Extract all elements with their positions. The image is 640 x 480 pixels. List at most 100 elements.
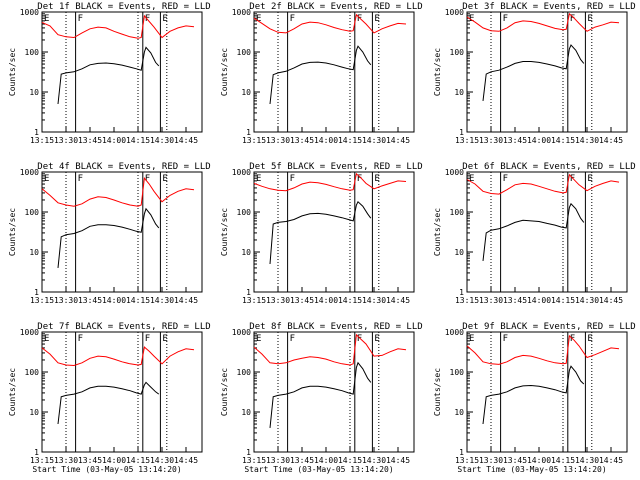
y-axis-label: Counts/sec bbox=[433, 208, 442, 256]
panel-6: Det 6f BLACK = Events, RED = LLD 1 10 100 10… bbox=[433, 162, 636, 305]
marker-label: E bbox=[256, 14, 261, 24]
x-tick-label: 13:15 bbox=[455, 136, 479, 145]
marker-label: E bbox=[587, 334, 592, 344]
x-tick-label: 14:45 bbox=[599, 296, 623, 305]
x-tick-label: 13:45 bbox=[290, 456, 314, 465]
y-tick-label: 100 bbox=[237, 48, 252, 57]
series-lld-line bbox=[41, 346, 195, 367]
x-tick-label: 13:45 bbox=[78, 296, 102, 305]
series-events-line bbox=[269, 45, 372, 105]
panel-title: Det 7f BLACK = Events, RED = LLD bbox=[37, 322, 210, 332]
x-tick-label: 14:45 bbox=[386, 296, 410, 305]
panel-4: Det 4f BLACK = Events, RED = LLD 1 10 100 10… bbox=[8, 162, 211, 305]
x-tick-label: 14:15 bbox=[551, 136, 575, 145]
x-tick-label: 13:30 bbox=[266, 296, 290, 305]
panel-title: Det 2f BLACK = Events, RED = LLD bbox=[249, 2, 422, 12]
x-tick-label: 13:45 bbox=[290, 296, 314, 305]
y-tick-label: 10 bbox=[29, 248, 39, 257]
x-tick-label: 13:15 bbox=[242, 136, 266, 145]
y-tick-label: 1000 bbox=[232, 168, 251, 177]
x-tick-label: 13:45 bbox=[503, 456, 527, 465]
panel-9: Det 9f BLACK = Events, RED = LLD 1 10 100 10… bbox=[433, 322, 636, 474]
x-tick-label: 13:15 bbox=[242, 456, 266, 465]
series-lld-line bbox=[41, 14, 195, 39]
x-tick-label: 14:00 bbox=[314, 456, 338, 465]
marker-label: F bbox=[290, 174, 295, 184]
x-tick-label: 14:30 bbox=[575, 296, 599, 305]
y-axis-label: Counts/sec bbox=[433, 368, 442, 416]
series-events-line bbox=[482, 44, 585, 101]
x-tick-label: 14:00 bbox=[314, 296, 338, 305]
series-lld-line bbox=[253, 172, 407, 192]
marker-label: E bbox=[44, 334, 49, 344]
y-tick-label: 10 bbox=[454, 408, 464, 417]
marker-label: E bbox=[374, 174, 379, 184]
marker-label: E bbox=[162, 334, 167, 344]
y-tick-label: 10 bbox=[29, 88, 39, 97]
y-axis-label: Counts/sec bbox=[220, 48, 229, 96]
series-lld-line bbox=[253, 333, 407, 366]
y-tick-label: 1000 bbox=[232, 328, 251, 337]
marker-label: F bbox=[290, 334, 295, 344]
series-lld-line bbox=[466, 12, 620, 32]
x-tick-label: 13:15 bbox=[455, 296, 479, 305]
marker-label: E bbox=[44, 174, 49, 184]
x-tick-label: 13:45 bbox=[78, 456, 102, 465]
marker-label: F bbox=[145, 174, 150, 184]
x-tick-label: 13:15 bbox=[30, 456, 54, 465]
x-tick-label: 14:30 bbox=[362, 296, 386, 305]
x-axis-label: Start Time (03-May-05 13:14:20) bbox=[457, 465, 606, 474]
series-events-line bbox=[57, 207, 160, 268]
y-tick-label: 1000 bbox=[20, 8, 39, 17]
marker-label: E bbox=[374, 334, 379, 344]
marker-label: F bbox=[503, 14, 508, 24]
series-lld-line bbox=[466, 334, 620, 365]
y-tick-label: 10 bbox=[29, 408, 39, 417]
y-tick-label: 10 bbox=[454, 248, 464, 257]
x-tick-label: 13:30 bbox=[479, 136, 503, 145]
x-tick-label: 14:15 bbox=[338, 296, 362, 305]
x-tick-label: 14:00 bbox=[314, 136, 338, 145]
x-tick-label: 14:00 bbox=[102, 136, 126, 145]
y-tick-label: 1000 bbox=[20, 168, 39, 177]
marker-label: E bbox=[587, 174, 592, 184]
y-axis-label: Counts/sec bbox=[220, 208, 229, 256]
marker-label: E bbox=[162, 174, 167, 184]
panel-2: Det 2f BLACK = Events, RED = LLD 1 10 100 10… bbox=[220, 2, 423, 145]
x-tick-label: 14:15 bbox=[551, 456, 575, 465]
y-tick-label: 1 bbox=[34, 288, 39, 297]
panel-title: Det 6f BLACK = Events, RED = LLD bbox=[462, 162, 635, 172]
x-tick-label: 13:15 bbox=[242, 296, 266, 305]
x-tick-label: 14:45 bbox=[599, 456, 623, 465]
y-tick-label: 100 bbox=[450, 208, 465, 217]
y-axis-label: Counts/sec bbox=[8, 208, 17, 256]
marker-label: E bbox=[469, 14, 474, 24]
series-events-line bbox=[482, 202, 585, 261]
x-axis-label: Start Time (03-May-05 13:14:20) bbox=[244, 465, 393, 474]
series-events-line bbox=[269, 200, 372, 265]
x-tick-label: 14:45 bbox=[599, 136, 623, 145]
panel-8: Det 8f BLACK = Events, RED = LLD 1 10 100 10… bbox=[220, 322, 423, 474]
x-tick-label: 14:45 bbox=[174, 136, 198, 145]
x-tick-label: 13:30 bbox=[266, 136, 290, 145]
series-lld-line bbox=[253, 13, 407, 34]
y-tick-label: 100 bbox=[450, 368, 465, 377]
y-tick-label: 1 bbox=[459, 288, 464, 297]
marker-label: E bbox=[587, 14, 592, 24]
x-tick-label: 14:30 bbox=[150, 136, 174, 145]
marker-label: F bbox=[570, 174, 575, 184]
x-tick-label: 14:15 bbox=[126, 296, 150, 305]
x-tick-label: 13:30 bbox=[54, 296, 78, 305]
x-tick-label: 14:15 bbox=[126, 136, 150, 145]
panel-7: Det 7f BLACK = Events, RED = LLD 1 10 100 10… bbox=[8, 322, 211, 474]
x-tick-label: 14:45 bbox=[386, 136, 410, 145]
x-tick-label: 13:30 bbox=[266, 456, 290, 465]
x-tick-label: 14:00 bbox=[102, 296, 126, 305]
x-axis-label: Start Time (03-May-05 13:14:20) bbox=[32, 465, 181, 474]
x-tick-label: 14:15 bbox=[551, 296, 575, 305]
y-tick-label: 1 bbox=[246, 448, 251, 457]
marker-label: E bbox=[256, 174, 261, 184]
marker-label: F bbox=[78, 174, 83, 184]
x-tick-label: 14:00 bbox=[527, 456, 551, 465]
marker-label: F bbox=[78, 334, 83, 344]
